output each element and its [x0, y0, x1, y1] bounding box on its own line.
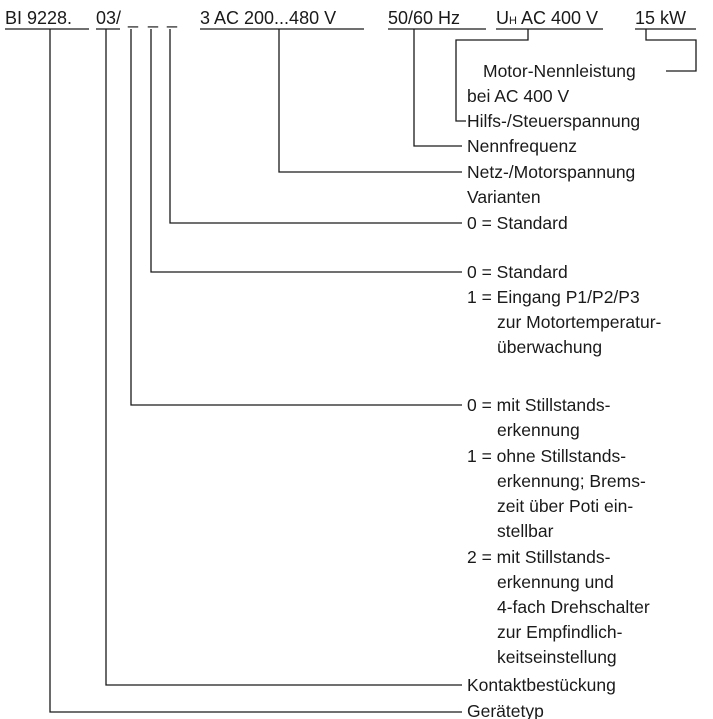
- label-mains-motor-voltage: Netz-/Motorspannung: [467, 162, 635, 182]
- variant-c-option-0-cont: erkennung: [497, 420, 580, 440]
- ordering-code: BI 9228. 03/ _ _ _ 3 AC 200...480 V 50/6…: [5, 8, 696, 30]
- aux-prefix: U: [496, 8, 509, 28]
- variant-c-option-1: 1 = ohne Stillstands-: [467, 446, 626, 466]
- variant-c-option-2-cont: erkennung und: [497, 572, 614, 592]
- connector-power: [645, 29, 697, 72]
- connector-voltage: [278, 29, 462, 173]
- label-rated-frequency: Nennfrequenz: [467, 136, 577, 156]
- connector-lines: [49, 29, 697, 713]
- connector-placeholder-2: [150, 29, 462, 273]
- code-placeholder-2: _: [147, 8, 159, 29]
- label-motor-power: Motor-Nennleistung: [483, 61, 636, 81]
- variant-b-option-1-cont2: überwachung: [497, 337, 602, 357]
- code-frequency: 50/60 Hz: [388, 8, 460, 28]
- connector-frequency: [413, 29, 462, 147]
- variant-c-option-2-cont4: keitseinstellung: [497, 647, 617, 667]
- connector-placeholder-3: [169, 29, 462, 224]
- code-variant: 03/: [96, 8, 121, 28]
- code-base: BI 9228.: [5, 8, 72, 28]
- variant-b-option-0: 0 = Standard: [467, 262, 568, 282]
- code-placeholder-3: _: [166, 8, 178, 29]
- code-power: 15 kW: [635, 8, 686, 28]
- code-placeholder-1: _: [127, 8, 139, 29]
- label-contact-equipment: Kontaktbestückung: [467, 675, 616, 695]
- variant-c-option-2-cont2: 4-fach Drehschalter: [497, 597, 650, 617]
- labels: Motor-Nennleistung bei AC 400 V Hilfs-/S…: [467, 61, 662, 719]
- label-aux-voltage: Hilfs-/Steuerspannung: [467, 111, 640, 131]
- label-motor-power-condition: bei AC 400 V: [467, 86, 569, 106]
- label-variants: Varianten: [467, 187, 541, 207]
- connector-base: [49, 29, 462, 713]
- variant-c-option-1-cont: erkennung; Brems-: [497, 471, 646, 491]
- variant-b-option-1: 1 = Eingang P1/P2/P3: [467, 287, 640, 307]
- code-voltage: 3 AC 200...480 V: [200, 8, 336, 28]
- variant-a-option-0: 0 = Standard: [467, 213, 568, 233]
- variant-b-option-1-cont: zur Motortemperatur-: [497, 312, 662, 332]
- aux-value: AC 400 V: [521, 8, 598, 28]
- code-aux-voltage: UH AC 400 V: [496, 8, 598, 28]
- label-device-type: Gerätetyp: [467, 701, 544, 719]
- variant-c-option-2-cont3: zur Empfindlich-: [497, 622, 623, 642]
- connector-aux-voltage: [455, 29, 529, 122]
- variant-c-option-0: 0 = mit Stillstands-: [467, 395, 611, 415]
- variant-c-option-2: 2 = mit Stillstands-: [467, 547, 611, 567]
- connector-variant: [105, 29, 462, 686]
- variant-c-option-1-cont3: stellbar: [497, 521, 554, 541]
- variant-c-option-1-cont2: zeit über Poti ein-: [497, 496, 633, 516]
- connector-placeholder-1: [130, 29, 462, 406]
- aux-subscript: H: [509, 15, 517, 27]
